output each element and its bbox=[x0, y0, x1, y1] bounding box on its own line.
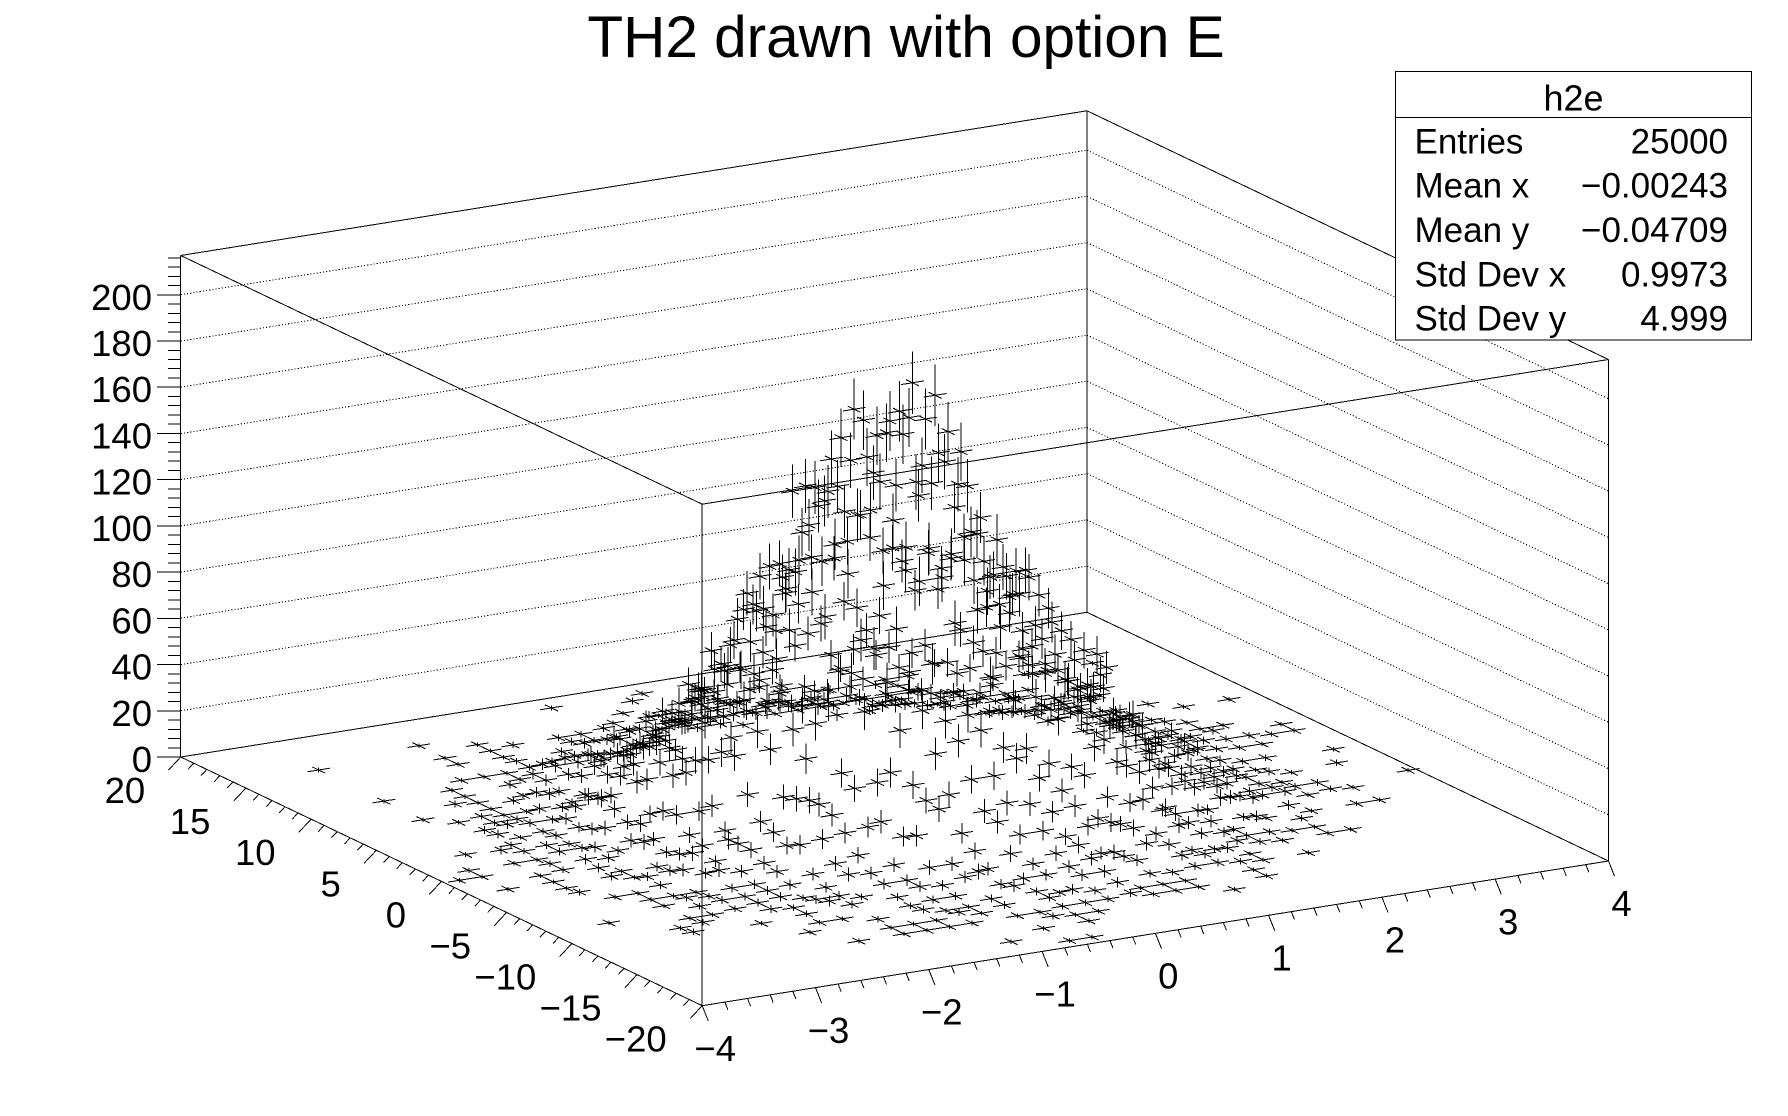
svg-text:TH2 drawn with option E: TH2 drawn with option E bbox=[587, 5, 1224, 70]
svg-text:−0.00243: −0.00243 bbox=[1581, 167, 1728, 206]
svg-text:−0.04709: −0.04709 bbox=[1581, 211, 1728, 250]
svg-text:160: 160 bbox=[91, 369, 152, 410]
svg-text:120: 120 bbox=[91, 462, 152, 503]
svg-text:2: 2 bbox=[1385, 919, 1405, 960]
svg-text:−15: −15 bbox=[540, 988, 602, 1029]
svg-text:140: 140 bbox=[91, 416, 152, 457]
svg-text:80: 80 bbox=[111, 554, 152, 595]
svg-text:25000: 25000 bbox=[1631, 122, 1728, 161]
svg-text:40: 40 bbox=[111, 647, 152, 688]
svg-text:4.999: 4.999 bbox=[1640, 300, 1728, 339]
svg-text:Entries: Entries bbox=[1415, 122, 1524, 161]
svg-text:−1: −1 bbox=[1034, 974, 1076, 1015]
svg-text:3: 3 bbox=[1498, 901, 1518, 942]
svg-text:4: 4 bbox=[1611, 883, 1631, 924]
svg-text:−5: −5 bbox=[429, 925, 471, 966]
svg-text:−2: −2 bbox=[921, 992, 963, 1033]
svg-text:60: 60 bbox=[111, 600, 152, 641]
svg-text:15: 15 bbox=[170, 801, 211, 842]
svg-text:−20: −20 bbox=[605, 1019, 667, 1060]
svg-text:20: 20 bbox=[111, 693, 152, 734]
svg-text:h2e: h2e bbox=[1543, 78, 1603, 119]
svg-text:Mean y: Mean y bbox=[1415, 211, 1530, 250]
svg-text:0: 0 bbox=[386, 894, 406, 935]
svg-text:100: 100 bbox=[91, 508, 152, 549]
svg-text:Std Dev x: Std Dev x bbox=[1415, 255, 1567, 294]
svg-text:0: 0 bbox=[1158, 956, 1178, 997]
svg-text:200: 200 bbox=[91, 277, 152, 318]
svg-text:20: 20 bbox=[105, 770, 146, 811]
svg-text:−10: −10 bbox=[474, 957, 536, 998]
svg-text:−4: −4 bbox=[694, 1028, 736, 1069]
svg-text:10: 10 bbox=[235, 832, 276, 873]
svg-text:Mean x: Mean x bbox=[1415, 167, 1530, 206]
svg-text:−3: −3 bbox=[808, 1010, 850, 1051]
svg-text:180: 180 bbox=[91, 323, 152, 364]
svg-text:1: 1 bbox=[1271, 938, 1291, 979]
svg-text:0: 0 bbox=[132, 739, 152, 780]
svg-text:5: 5 bbox=[320, 863, 340, 904]
svg-text:0.9973: 0.9973 bbox=[1621, 255, 1728, 294]
svg-text:Std Dev y: Std Dev y bbox=[1415, 300, 1567, 339]
